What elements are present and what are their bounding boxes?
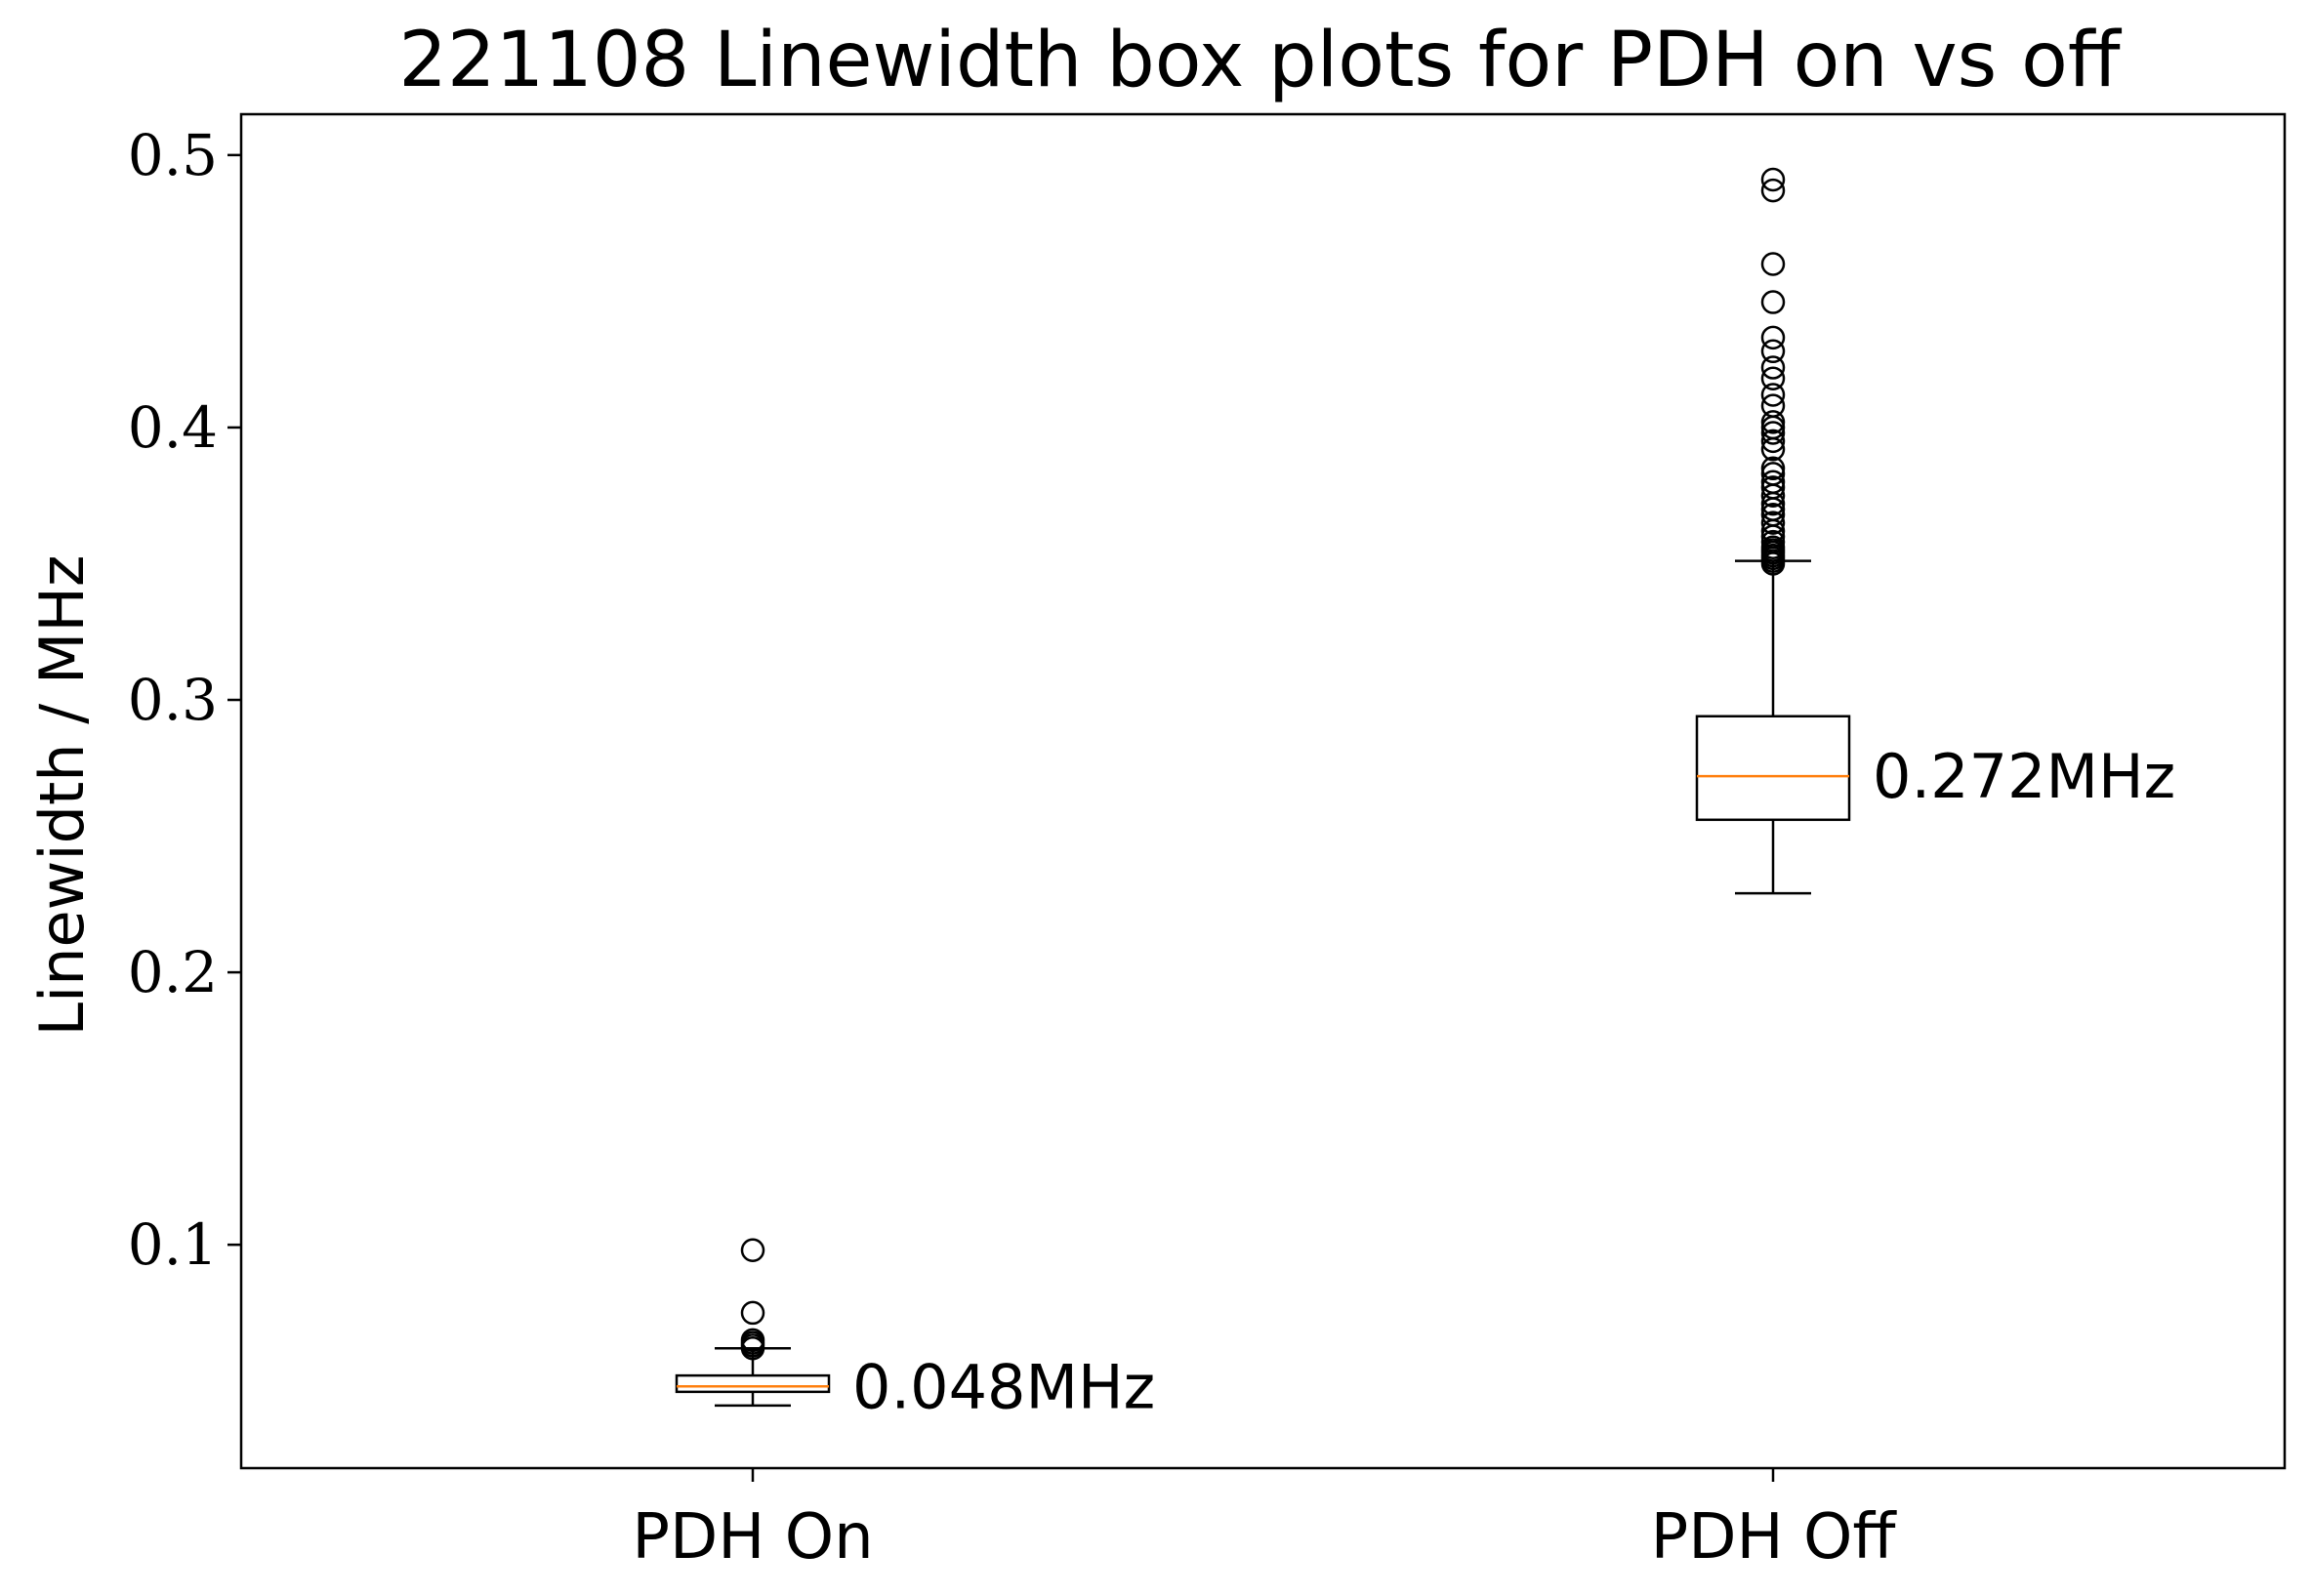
plot-layer: 0.1 0.2 0.3 0.4 0.5 PDH On PDH Off 0.048MHz 0.27… (128, 122, 2175, 1574)
outlier-point (1760, 535, 1786, 559)
y-tick-label: 0.4 (128, 394, 218, 461)
outlier-point (1760, 325, 1786, 350)
plot-frame (239, 112, 2287, 1470)
y-tick-label: 0.3 (128, 667, 218, 733)
outlier-point (1760, 178, 1786, 203)
outlier-point (1760, 383, 1786, 407)
outlier-point (1760, 511, 1786, 535)
outlier-point (1760, 456, 1786, 481)
median-annotation: 0.048MHz (852, 1351, 1155, 1422)
chart-title: 221108 Linewidth box plots for PDH on vs… (398, 17, 2122, 104)
y-tick-label: 0.1 (128, 1211, 218, 1278)
outlier-point (1760, 529, 1786, 554)
outlier-point (1760, 462, 1786, 486)
box-iqr (1695, 715, 1851, 822)
outlier-point (1760, 252, 1786, 276)
outlier-point (1760, 429, 1786, 454)
x-tick-label: PDH Off (1651, 1501, 1898, 1574)
outlier-point (1760, 475, 1786, 500)
outlier-point (1760, 290, 1786, 314)
outlier-point (740, 1328, 765, 1353)
outlier-point (1760, 421, 1786, 445)
outlier-point (1760, 470, 1786, 495)
box-iqr (675, 1373, 831, 1394)
median-annotation: 0.272MHz (1873, 741, 2175, 812)
outlier-point (1760, 339, 1786, 364)
outlier-point (1760, 393, 1786, 418)
y-tick-label: 0.5 (128, 122, 218, 188)
outlier-point (740, 1238, 765, 1262)
outlier-point (1760, 410, 1786, 434)
outlier-point (1760, 502, 1786, 527)
outlier-point (1760, 167, 1786, 192)
outlier-point (1760, 355, 1786, 380)
x-tick-label: PDH On (632, 1501, 873, 1574)
y-tick-label: 0.2 (128, 939, 218, 1005)
outlier-point (740, 1300, 765, 1326)
y-axis-label: Linewidth / MHz (26, 554, 98, 1036)
outlier-point (1760, 366, 1786, 390)
